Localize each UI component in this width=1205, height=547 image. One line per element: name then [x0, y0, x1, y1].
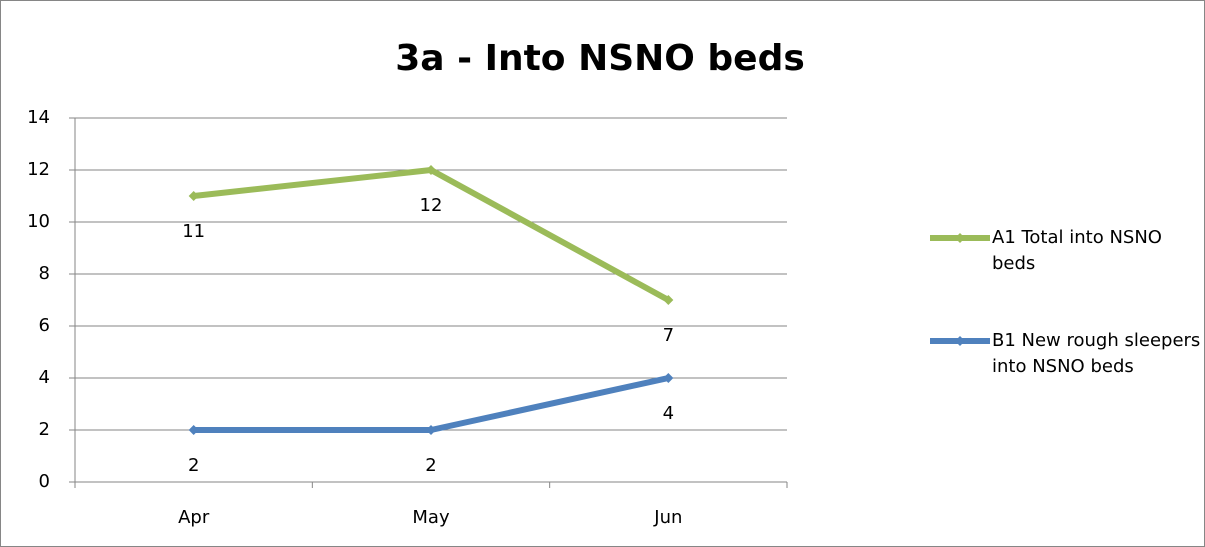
data-label: 12: [420, 195, 443, 216]
y-tick-label: 0: [39, 471, 50, 492]
x-tick-label: Jun: [653, 507, 682, 528]
legend-label: A1 Total into NSNO beds: [992, 227, 1162, 274]
data-label: 2: [188, 455, 199, 476]
legend-marker: [955, 233, 965, 243]
y-tick-label: 10: [27, 211, 50, 232]
x-tick-label: May: [412, 507, 450, 528]
data-label: 7: [663, 325, 674, 346]
data-label: 11: [182, 221, 205, 242]
point-marker: [663, 373, 674, 383]
y-tick-label: 2: [39, 419, 50, 440]
chart-title: 3a - Into NSNO beds: [395, 38, 805, 79]
legend-marker: [955, 336, 965, 346]
point-marker: [426, 425, 436, 435]
data-label: 4: [663, 403, 674, 424]
point-marker: [188, 425, 199, 435]
point-marker: [188, 191, 199, 201]
data-label: 2: [425, 455, 436, 476]
y-tick-label: 14: [27, 107, 50, 128]
y-tick-label: 4: [39, 367, 50, 388]
y-tick-label: 6: [39, 315, 50, 336]
legend-label: B1 New rough sleepers into NSNO beds: [992, 330, 1201, 377]
point-marker: [663, 295, 674, 305]
x-tick-label: Apr: [178, 507, 210, 528]
y-tick-label: 8: [39, 263, 50, 284]
y-tick-label: 12: [27, 159, 50, 180]
point-marker: [426, 165, 436, 175]
